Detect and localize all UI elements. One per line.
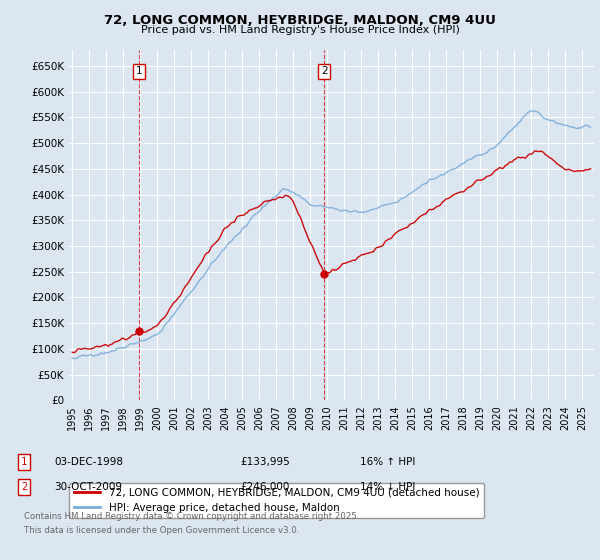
Text: 2: 2 (21, 482, 27, 492)
Text: 30-OCT-2009: 30-OCT-2009 (54, 482, 122, 492)
Text: 1: 1 (136, 67, 142, 76)
Text: £133,995: £133,995 (240, 457, 290, 467)
Text: 03-DEC-1998: 03-DEC-1998 (54, 457, 123, 467)
Text: Price paid vs. HM Land Registry's House Price Index (HPI): Price paid vs. HM Land Registry's House … (140, 25, 460, 35)
Text: 1: 1 (21, 457, 27, 467)
Text: Contains HM Land Registry data © Crown copyright and database right 2025.
This d: Contains HM Land Registry data © Crown c… (24, 512, 359, 535)
Text: 14% ↓ HPI: 14% ↓ HPI (360, 482, 415, 492)
Text: 16% ↑ HPI: 16% ↑ HPI (360, 457, 415, 467)
Text: £246,000: £246,000 (240, 482, 289, 492)
Legend: 72, LONG COMMON, HEYBRIDGE, MALDON, CM9 4UU (detached house), HPI: Average price: 72, LONG COMMON, HEYBRIDGE, MALDON, CM9 … (69, 483, 484, 518)
Text: 72, LONG COMMON, HEYBRIDGE, MALDON, CM9 4UU: 72, LONG COMMON, HEYBRIDGE, MALDON, CM9 … (104, 14, 496, 27)
Text: 2: 2 (321, 67, 328, 76)
